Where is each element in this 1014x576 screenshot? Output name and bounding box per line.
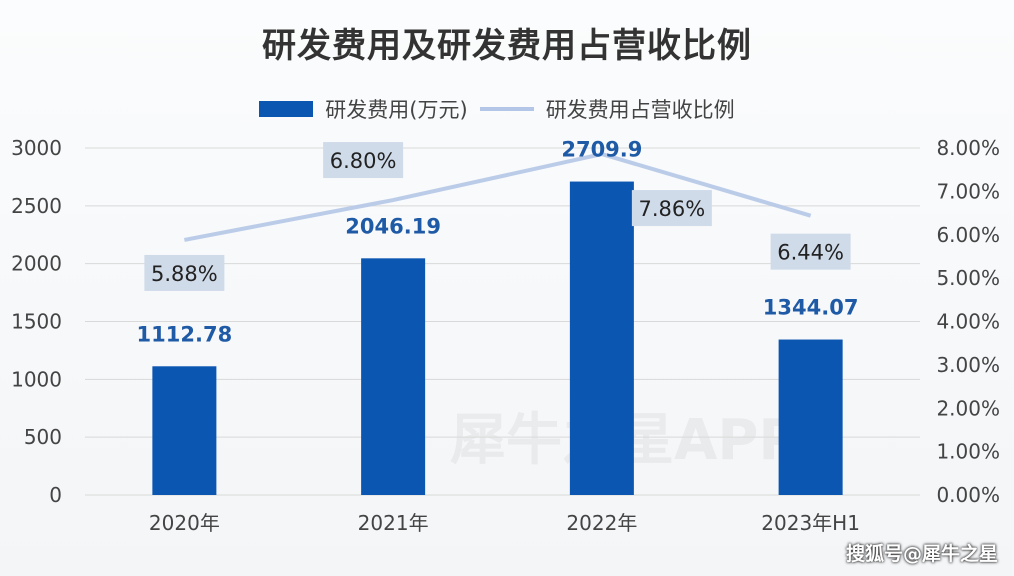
y2-tick-label: 3.00% bbox=[936, 353, 1000, 377]
ratio-value-label: 6.80% bbox=[330, 149, 397, 173]
ratio-line bbox=[183, 152, 812, 242]
legend-bar-swatch bbox=[259, 101, 314, 117]
bar-value-label: 2046.19 bbox=[345, 214, 441, 238]
y-tick-label: 2000 bbox=[11, 252, 62, 276]
chart-title: 研发费用及研发费用占营收比例 bbox=[262, 26, 752, 66]
bar bbox=[361, 258, 426, 495]
ratio-value-label: 6.44% bbox=[777, 241, 844, 265]
x-tick-label: 2022年 bbox=[566, 511, 637, 535]
y-tick-label: 500 bbox=[24, 425, 62, 449]
y2-tick-label: 4.00% bbox=[936, 310, 1000, 334]
y2-tick-label: 6.00% bbox=[936, 223, 1000, 247]
y2-tick-label: 1.00% bbox=[936, 440, 1000, 464]
bar-value-label: 2709.9 bbox=[561, 138, 642, 162]
bar-value-label: 1344.07 bbox=[763, 296, 859, 320]
y2-tick-label: 2.00% bbox=[936, 396, 1000, 420]
legend-line-label: 研发费用占营收比例 bbox=[545, 98, 735, 122]
y-tick-label: 3000 bbox=[11, 136, 62, 160]
legend-line-swatch bbox=[479, 107, 534, 111]
bar bbox=[569, 181, 634, 495]
y2-tick-label: 0.00% bbox=[936, 483, 1000, 507]
y-tick-label: 0 bbox=[49, 483, 62, 507]
x-tick-label: 2021年 bbox=[358, 511, 429, 535]
y2-tick-label: 8.00% bbox=[936, 136, 1000, 160]
ratio-label-box bbox=[323, 142, 404, 179]
y-tick-label: 1000 bbox=[11, 367, 62, 391]
bar bbox=[152, 366, 217, 495]
ratio-label-box bbox=[631, 190, 712, 227]
corner-watermark: 搜狐号@犀牛之星 bbox=[845, 543, 998, 565]
y2-tick-label: 5.00% bbox=[936, 266, 1000, 290]
x-tick-label: 2020年 bbox=[149, 511, 220, 535]
bar-value-label: 1112.78 bbox=[137, 322, 233, 346]
ratio-label-box bbox=[144, 254, 225, 291]
bar bbox=[778, 339, 843, 495]
legend-bar-label: 研发费用(万元) bbox=[325, 98, 468, 122]
y2-tick-label: 7.00% bbox=[936, 179, 1000, 203]
y-tick-label: 2500 bbox=[11, 194, 62, 218]
ratio-label-box bbox=[770, 233, 851, 270]
x-tick-label: 2023年H1 bbox=[761, 511, 860, 535]
ratio-value-label: 5.88% bbox=[151, 262, 218, 286]
legend: 研发费用(万元) 研发费用占营收比例 bbox=[0, 94, 1014, 124]
ratio-value-label: 7.86% bbox=[639, 197, 706, 221]
y-tick-label: 1500 bbox=[11, 310, 62, 334]
